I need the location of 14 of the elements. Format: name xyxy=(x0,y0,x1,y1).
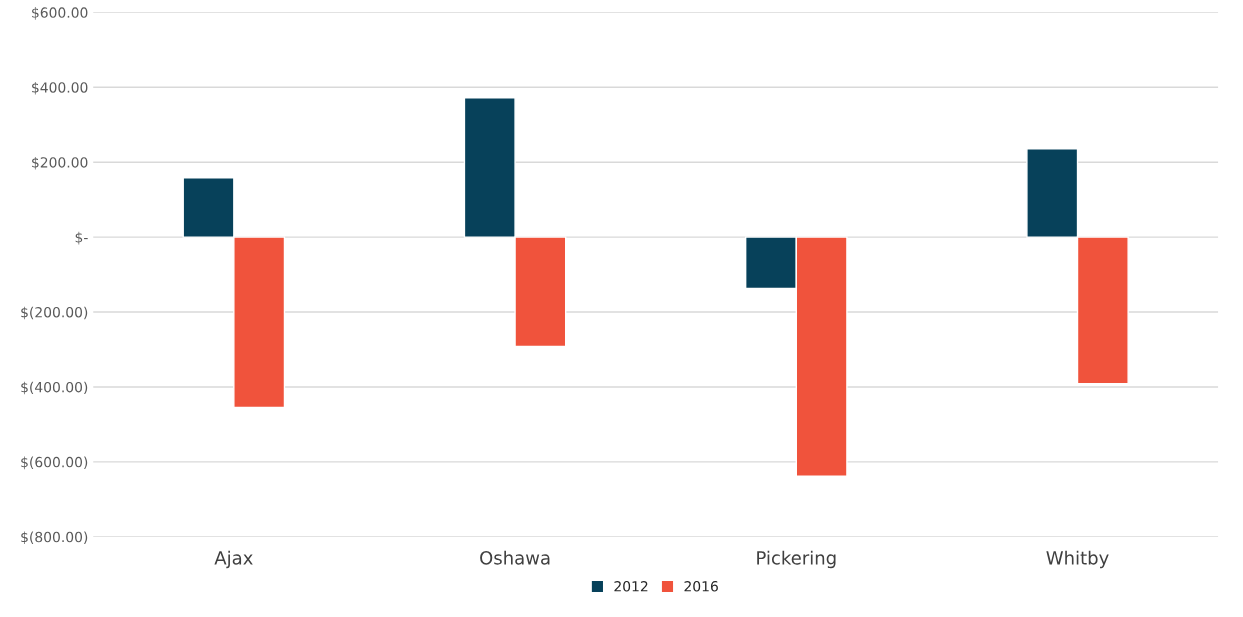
legend-label: 2012 xyxy=(614,581,648,592)
y-tick-label: $(200.00) xyxy=(21,306,88,320)
x-tick-label: Whitby xyxy=(1046,550,1109,569)
y-tick-label: $(600.00) xyxy=(21,456,88,470)
x-tick-label: Pickering xyxy=(757,550,836,569)
y-tick-label: $(400.00) xyxy=(21,381,88,395)
y-tick-label: $200.00 xyxy=(32,156,88,170)
legend-label: 2016 xyxy=(684,581,718,592)
y-tick-label: $(800.00) xyxy=(21,531,88,545)
y-tick-label: $- xyxy=(75,231,88,245)
x-tick-label: Oshawa xyxy=(480,550,550,565)
x-tick-label: Ajax xyxy=(214,550,253,569)
y-tick-label: $400.00 xyxy=(32,81,88,95)
y-tick-label: $600.00 xyxy=(32,7,88,20)
